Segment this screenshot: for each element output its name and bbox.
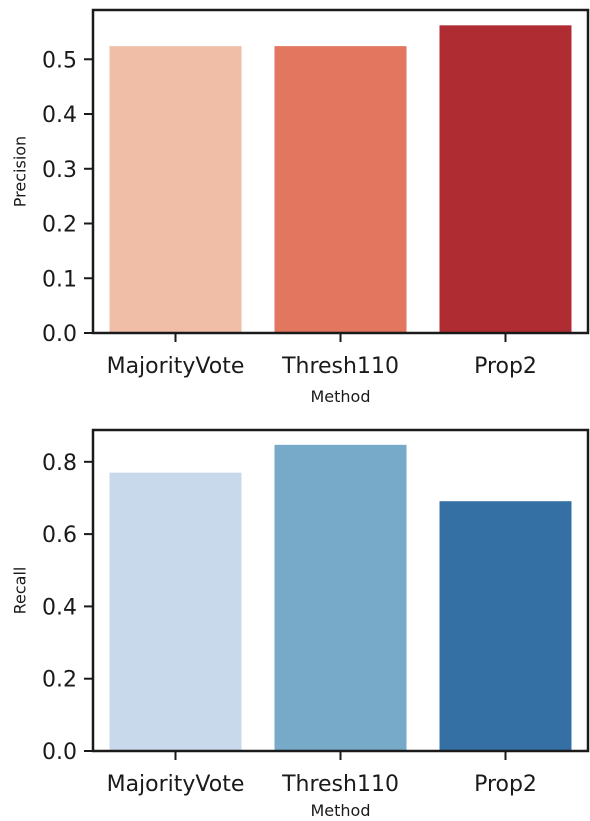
recall-bars (109, 444, 572, 751)
precision-chart: 0.0 0.1 0.2 0.3 0.4 0.5 MajorityVote Thresh110… (11, 8, 590, 406)
recall-y-axis: 0.0 0.2 0.4 0.6 0.8 (42, 451, 93, 765)
recall-y-tick-label: 0.6 (42, 523, 77, 548)
precision-y-axis-label: Precision (11, 136, 30, 207)
recall-y-tick-label: 0.2 (42, 668, 77, 693)
precision-bar-thresh110 (274, 46, 407, 333)
precision-bar-prop2 (439, 25, 572, 333)
precision-bars (109, 25, 572, 333)
recall-x-tick-label: Thresh110 (281, 772, 399, 797)
recall-x-tick-label: MajorityVote (107, 772, 245, 797)
precision-x-tick-label: MajorityVote (107, 354, 245, 379)
recall-bar-prop2 (439, 501, 572, 751)
precision-bar-majorityvote (109, 46, 242, 333)
precision-x-tick-label: Prop2 (474, 354, 537, 379)
recall-bar-thresh110 (274, 444, 407, 751)
precision-x-tick-label: Thresh110 (281, 354, 399, 379)
precision-plot-frame (91, 8, 590, 335)
recall-x-axis: MajorityVote Thresh110 Prop2 (107, 751, 537, 797)
precision-x-axis: MajorityVote Thresh110 Prop2 (107, 333, 537, 379)
recall-plot-frame (91, 428, 590, 753)
precision-y-tick-label: 0.2 (42, 213, 77, 238)
recall-y-tick-label: 0.8 (42, 451, 77, 476)
precision-y-tick-label: 0.1 (42, 267, 77, 292)
precision-y-axis: 0.0 0.1 0.2 0.3 0.4 0.5 (42, 48, 93, 347)
precision-y-tick-label: 0.3 (42, 158, 77, 183)
precision-x-axis-label: Method (310, 387, 370, 406)
recall-x-tick-label: Prop2 (474, 772, 537, 797)
recall-x-axis-label: Method (310, 801, 370, 820)
precision-y-tick-label: 0.4 (42, 103, 77, 128)
precision-y-tick-label: 0.0 (42, 322, 77, 347)
precision-y-tick-label: 0.5 (42, 48, 77, 73)
recall-y-tick-label: 0.4 (42, 595, 77, 620)
recall-bar-majorityvote (109, 472, 242, 751)
recall-y-tick-label: 0.0 (42, 740, 77, 765)
recall-chart: 0.0 0.2 0.4 0.6 0.8 MajorityVote Thresh110 Pro… (11, 428, 590, 820)
recall-y-axis-label: Recall (11, 567, 30, 615)
